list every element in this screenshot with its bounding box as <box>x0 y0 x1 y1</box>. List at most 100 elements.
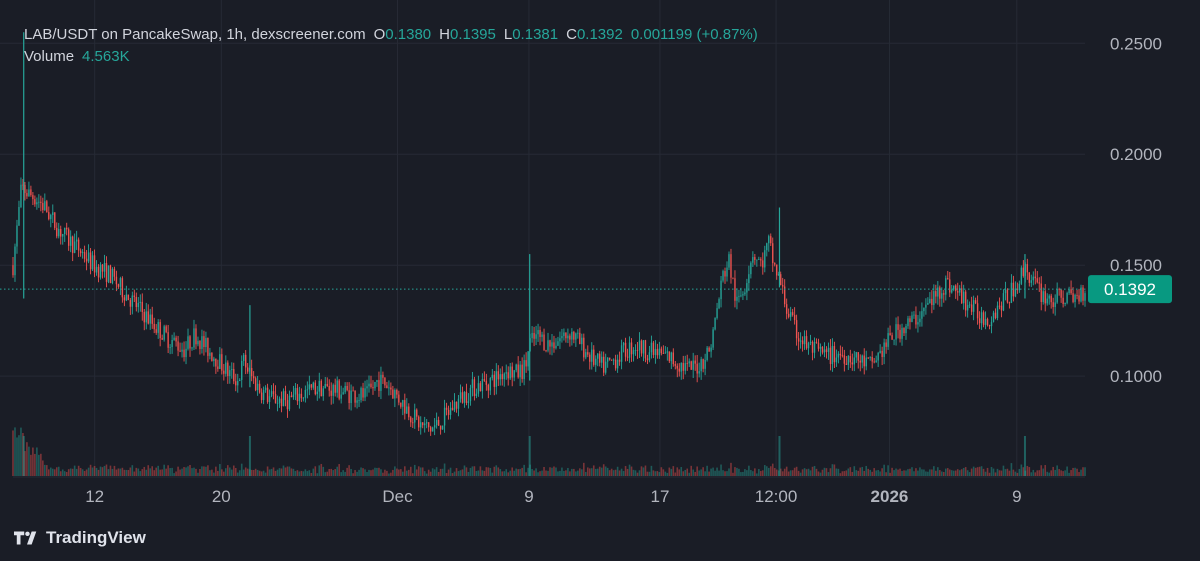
volume-bar <box>1062 471 1064 476</box>
candle-body <box>933 291 935 306</box>
volume-bar <box>447 469 450 476</box>
volume-bar <box>211 469 213 476</box>
volume-bar <box>612 470 615 476</box>
candle-body <box>239 379 241 381</box>
volume-bar <box>1076 468 1078 476</box>
candle-body <box>235 381 237 386</box>
candle-body <box>781 285 784 287</box>
candle-body <box>111 268 114 284</box>
candle-body <box>135 296 138 308</box>
volume-bar <box>159 469 161 476</box>
volume-bar <box>308 470 311 476</box>
tradingview-brand[interactable]: TradingView <box>14 528 146 548</box>
candle-body <box>495 371 497 387</box>
candle-body <box>254 378 257 391</box>
volume-bar <box>179 469 181 476</box>
candle-body <box>935 291 937 297</box>
volume-bar <box>57 466 60 476</box>
volume-bar <box>475 471 478 476</box>
volume-bar <box>461 469 464 476</box>
candle-body <box>748 274 750 284</box>
candle-body <box>483 379 486 381</box>
candle-body <box>276 403 279 404</box>
candle-body <box>855 352 857 358</box>
volume-bar <box>139 471 142 476</box>
candle-body <box>117 284 120 287</box>
volume-bar <box>954 470 957 476</box>
candle-body <box>853 357 855 365</box>
volume-bar <box>463 465 466 476</box>
volume-bar <box>111 468 114 476</box>
candle-body <box>835 357 838 363</box>
candle-body <box>756 259 758 261</box>
candle-body <box>1020 267 1023 284</box>
candle-body <box>539 330 541 337</box>
candle-body <box>606 357 609 362</box>
candle-body <box>491 374 494 379</box>
candle-body <box>949 279 951 293</box>
candle-body <box>189 336 191 349</box>
candle-body <box>32 195 34 200</box>
candle-body <box>919 318 921 323</box>
candle-body <box>328 386 330 391</box>
volume-bar <box>539 471 541 476</box>
volume-bar <box>767 467 770 476</box>
candle-body <box>1062 297 1064 305</box>
candle-body <box>972 300 975 312</box>
candle-body <box>320 380 322 397</box>
candle-body <box>219 354 221 369</box>
candle-body <box>575 333 577 340</box>
volume-bar <box>551 467 553 476</box>
volume-bar <box>941 471 943 476</box>
volume-bar <box>791 470 794 476</box>
volume-bar <box>541 470 543 476</box>
candle-body <box>193 328 195 348</box>
candle-body <box>441 425 444 430</box>
candle-body <box>943 293 945 295</box>
candle-body <box>614 359 617 369</box>
candle-body <box>825 349 828 352</box>
volume-bar <box>169 468 171 476</box>
close-label: C <box>566 26 577 43</box>
candle-body <box>509 366 511 379</box>
volume-bar <box>708 471 710 476</box>
candle-body <box>881 350 883 358</box>
candle-body <box>863 355 865 367</box>
volume-bar <box>91 467 94 476</box>
volume-bar <box>217 470 219 476</box>
candle-body <box>1026 264 1029 273</box>
volume-label[interactable]: Volume <box>24 48 75 65</box>
volume-bar <box>268 469 271 476</box>
candle-body <box>766 243 768 251</box>
candle-body <box>636 349 639 351</box>
time-axis[interactable]: 12 20 Dec 9 17 12:00 2026 9 <box>85 487 1021 506</box>
volume-bar <box>684 469 687 476</box>
candle-body <box>875 360 877 363</box>
candle-body <box>284 391 287 401</box>
symbol-title[interactable]: LAB/USDT on PancakeSwap, 1h, dexscreener… <box>24 26 366 43</box>
candle-body <box>787 313 790 317</box>
candle-body <box>712 329 714 348</box>
candle-body <box>851 362 853 365</box>
volume-bar <box>946 468 949 476</box>
candle-body <box>772 243 774 264</box>
price-axis[interactable]: 0.2500 0.2000 0.1500 0.1000 <box>1110 34 1162 386</box>
candle-body <box>163 326 165 340</box>
volume-bar <box>155 467 157 476</box>
candle-body <box>374 381 376 389</box>
volume-bar <box>996 468 999 476</box>
time-tick-label: 12:00 <box>755 487 798 506</box>
candle-body <box>1038 282 1040 284</box>
candle-body <box>73 241 76 253</box>
volume-bar <box>533 470 535 476</box>
candle-body <box>962 291 965 304</box>
candle-body <box>386 385 388 389</box>
candle-body <box>424 423 426 426</box>
last-price-badge: 0.1392 <box>1088 275 1172 304</box>
candle-body <box>982 312 985 325</box>
volume-bar <box>334 469 336 476</box>
candle-body <box>246 367 249 372</box>
candle-body <box>241 360 243 380</box>
volume-bar <box>197 472 199 476</box>
